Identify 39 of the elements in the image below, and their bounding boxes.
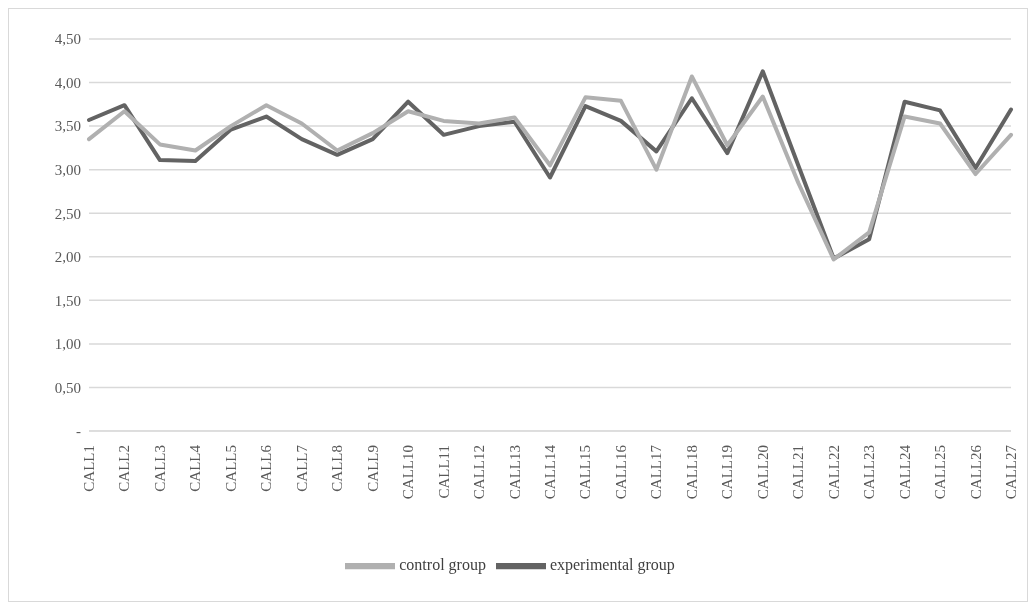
x-tick-label: CALL3 — [151, 445, 168, 492]
x-tick-label: CALL16 — [612, 444, 629, 500]
x-tick-label: CALL18 — [683, 445, 700, 500]
y-tick-label: 3,00 — [54, 161, 81, 178]
legend-label: experimental group — [549, 555, 675, 573]
y-tick-label: 0,50 — [54, 379, 81, 396]
x-tick-label: CALL15 — [577, 445, 594, 500]
x-tick-label: CALL2 — [116, 445, 133, 492]
x-tick-label: CALL1 — [81, 445, 97, 492]
y-tick-label: 2,50 — [54, 205, 81, 222]
x-tick-label: CALL13 — [506, 445, 523, 500]
x-tick-label: CALL5 — [222, 445, 239, 492]
x-tick-label: CALL27 — [1003, 444, 1019, 500]
x-tick-label: CALL9 — [364, 445, 381, 492]
y-tick-label: - — [76, 423, 81, 440]
x-tick-label: CALL23 — [861, 445, 878, 500]
y-tick-label: 1,00 — [54, 336, 81, 353]
x-tick-label: CALL8 — [329, 445, 346, 492]
x-tick-label: CALL6 — [258, 444, 275, 492]
legend-label: control group — [399, 555, 486, 573]
x-tick-label: CALL4 — [187, 444, 204, 492]
x-tick-label: CALL24 — [896, 444, 913, 500]
x-tick-label: CALL25 — [932, 445, 949, 500]
x-tick-label: CALL11 — [435, 445, 452, 499]
x-tick-label: CALL12 — [471, 445, 488, 500]
x-tick-label: CALL26 — [967, 444, 984, 500]
y-tick-label: 2,00 — [54, 249, 81, 266]
x-tick-label: CALL22 — [825, 445, 842, 500]
x-tick-label: CALL14 — [542, 444, 558, 500]
x-tick-label: CALL21 — [790, 445, 807, 500]
y-tick-label: 4,00 — [54, 74, 81, 91]
y-tick-label: 1,50 — [54, 292, 81, 309]
x-tick-label: CALL19 — [719, 445, 736, 500]
x-tick-label: CALL7 — [293, 444, 310, 492]
y-tick-label: 3,50 — [54, 118, 81, 135]
x-tick-label: CALL10 — [400, 445, 417, 500]
x-tick-label: CALL17 — [648, 444, 665, 500]
x-tick-label: CALL20 — [754, 445, 771, 500]
y-tick-label: 4,50 — [54, 31, 81, 48]
